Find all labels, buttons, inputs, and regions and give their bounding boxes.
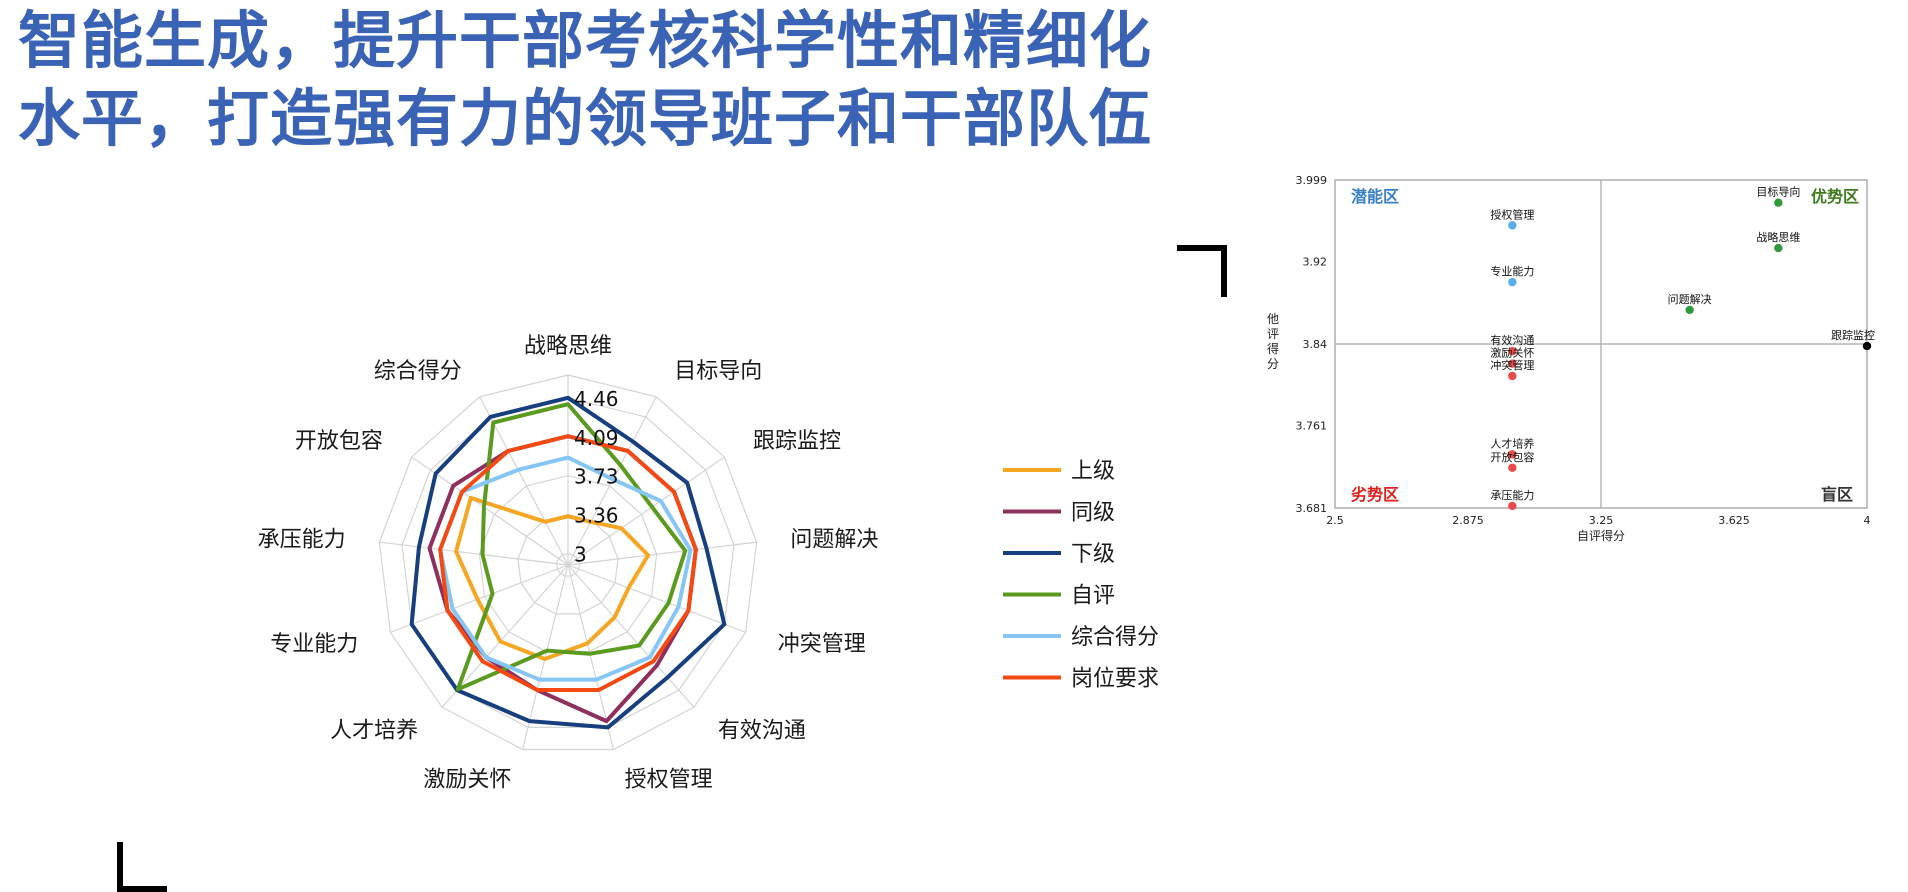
radar-series-group xyxy=(409,395,727,730)
y-tick-label: 3.761 xyxy=(1296,419,1328,432)
scatter-point-label: 跟踪监控 xyxy=(1831,328,1875,342)
radar-series-line xyxy=(455,402,688,692)
radar-category-label: 激励关怀 xyxy=(423,768,511,793)
radar-spoke xyxy=(567,541,757,566)
corner-bracket-bottom-left xyxy=(117,842,123,892)
legend-label: 下级 xyxy=(1071,542,1115,567)
quadrant-label: 盲区 xyxy=(1821,485,1853,504)
y-tick-label: 3.681 xyxy=(1296,502,1328,515)
radar-tick-label: 4.09 xyxy=(574,426,619,450)
radar-category-label: 授权管理 xyxy=(625,768,713,793)
radar-grid xyxy=(378,374,758,751)
corner-bracket-bottom-left xyxy=(117,886,167,892)
scatter-point xyxy=(1508,463,1517,472)
scatter-point xyxy=(1774,243,1783,253)
scatter-point-label: 授权管理 xyxy=(1490,207,1534,221)
scatter-point-label: 冲突管理 xyxy=(1490,358,1534,372)
radar-category-label: 有效沟通 xyxy=(718,719,806,744)
radar-spoke xyxy=(567,456,725,566)
radar-grid-ring xyxy=(517,514,619,615)
y-tick-label: 3.999 xyxy=(1296,174,1328,187)
corner-bracket-top-right xyxy=(1177,245,1227,251)
x-tick-label: 3.625 xyxy=(1718,514,1750,527)
y-axis-label: 分 xyxy=(1267,357,1279,371)
scatter-point xyxy=(1862,341,1872,351)
radar-spoke xyxy=(567,564,695,708)
scatter-point-label: 战略思维 xyxy=(1756,230,1800,244)
radar-spoke xyxy=(411,456,569,566)
radar-spoke xyxy=(441,564,569,708)
radar-category-label: 问题解决 xyxy=(790,527,878,552)
legend-label: 岗位要求 xyxy=(1071,667,1159,692)
radar-grid-ring xyxy=(401,397,735,728)
radar-grid-ring xyxy=(378,374,758,751)
scatter-point xyxy=(1508,450,1517,459)
scatter-point-label: 问题解决 xyxy=(1668,292,1712,306)
scatter-point-label: 开放包容 xyxy=(1490,450,1534,464)
y-axis-label: 得 xyxy=(1267,341,1279,356)
scatter-point xyxy=(1508,359,1517,368)
legend-label: 同级 xyxy=(1071,501,1115,526)
x-tick-label: 3.25 xyxy=(1589,514,1614,527)
y-axis-label: 他 xyxy=(1267,312,1279,326)
y-axis-label: 评 xyxy=(1267,327,1279,341)
radar-series-line xyxy=(409,395,727,730)
radar-category-label: 专业能力 xyxy=(270,632,358,657)
scatter-point xyxy=(1508,501,1517,511)
scatter-point xyxy=(1508,371,1517,381)
radar-category-label: 人才培养 xyxy=(330,719,418,744)
radar-category-label: 综合得分 xyxy=(374,359,462,384)
radar-category-label: 承压能力 xyxy=(258,527,346,552)
legend-label: 上级 xyxy=(1071,459,1115,484)
radar-category-label: 跟踪监控 xyxy=(753,429,841,454)
title-line-2: 水平，打造强有力的领导班子和干部队伍 xyxy=(18,82,1153,155)
legend-label: 自评 xyxy=(1071,584,1115,609)
scatter-point-label: 有效沟通 xyxy=(1490,333,1534,347)
radar-category-label: 开放包容 xyxy=(295,429,383,454)
radar-tick-labels: 3 3.36 3.73 4.09 4.46 xyxy=(574,387,619,567)
quadrant-label: 优势区 xyxy=(1811,187,1859,206)
y-tick-label: 3.92 xyxy=(1303,255,1328,268)
x-tick-label: 2.875 xyxy=(1452,514,1484,527)
scatter-point xyxy=(1508,221,1517,230)
radar-spoke xyxy=(567,564,746,633)
x-tick-label: 4 xyxy=(1864,514,1871,527)
scatter-point-label: 激励关怀 xyxy=(1490,346,1534,360)
x-axis-label: 自评得分 xyxy=(1577,528,1625,543)
scatter-point xyxy=(1685,305,1694,315)
radar-chart: 3 3.36 3.73 4.09 4.46 战略思维目标导向跟踪监控问题解决冲突管理有效… xyxy=(258,334,1159,793)
scatter-point-label: 人才培养 xyxy=(1490,436,1534,450)
scatter-point-label: 承压能力 xyxy=(1490,488,1534,502)
quadrant-label: 潜能区 xyxy=(1351,187,1399,206)
title-line-1: 智能生成，提升干部考核科学性和精细化 xyxy=(18,4,1153,77)
scatter-point xyxy=(1508,347,1517,356)
scatter-point xyxy=(1508,277,1517,287)
radar-tick-label: 4.46 xyxy=(574,387,619,411)
scatter-point-label: 专业能力 xyxy=(1490,264,1534,278)
radar-grid-ring xyxy=(556,552,580,577)
quadrant-label: 劣势区 xyxy=(1351,485,1399,504)
scatter-point-label: 目标导向 xyxy=(1756,185,1800,199)
page-title: 智能生成，提升干部考核科学性和精细化 水平，打造强有力的领导班子和干部队伍 xyxy=(18,2,1152,158)
legend-label: 综合得分 xyxy=(1071,625,1159,650)
radar-series-line xyxy=(438,434,698,693)
y-tick-label: 3.84 xyxy=(1303,338,1328,351)
radar-tick-label: 3.73 xyxy=(574,465,619,489)
radar-tick-label: 3 xyxy=(574,543,587,567)
radar-category-label: 目标导向 xyxy=(674,359,762,384)
scatter-point xyxy=(1774,198,1783,207)
radar-category-label: 冲突管理 xyxy=(778,632,866,657)
radar-category-label: 战略思维 xyxy=(524,334,612,359)
radar-spoke xyxy=(379,541,569,566)
corner-bracket-top-right xyxy=(1221,245,1227,297)
x-tick-label: 2.5 xyxy=(1326,514,1344,527)
quadrant-frame xyxy=(1334,179,1868,509)
quadrant-axis-labels: 2.5 2.875 3.25 3.625 4 3.999 3.92 3.84 3.761 3.68… xyxy=(1267,174,1871,543)
radar-tick-label: 3.36 xyxy=(574,504,619,528)
